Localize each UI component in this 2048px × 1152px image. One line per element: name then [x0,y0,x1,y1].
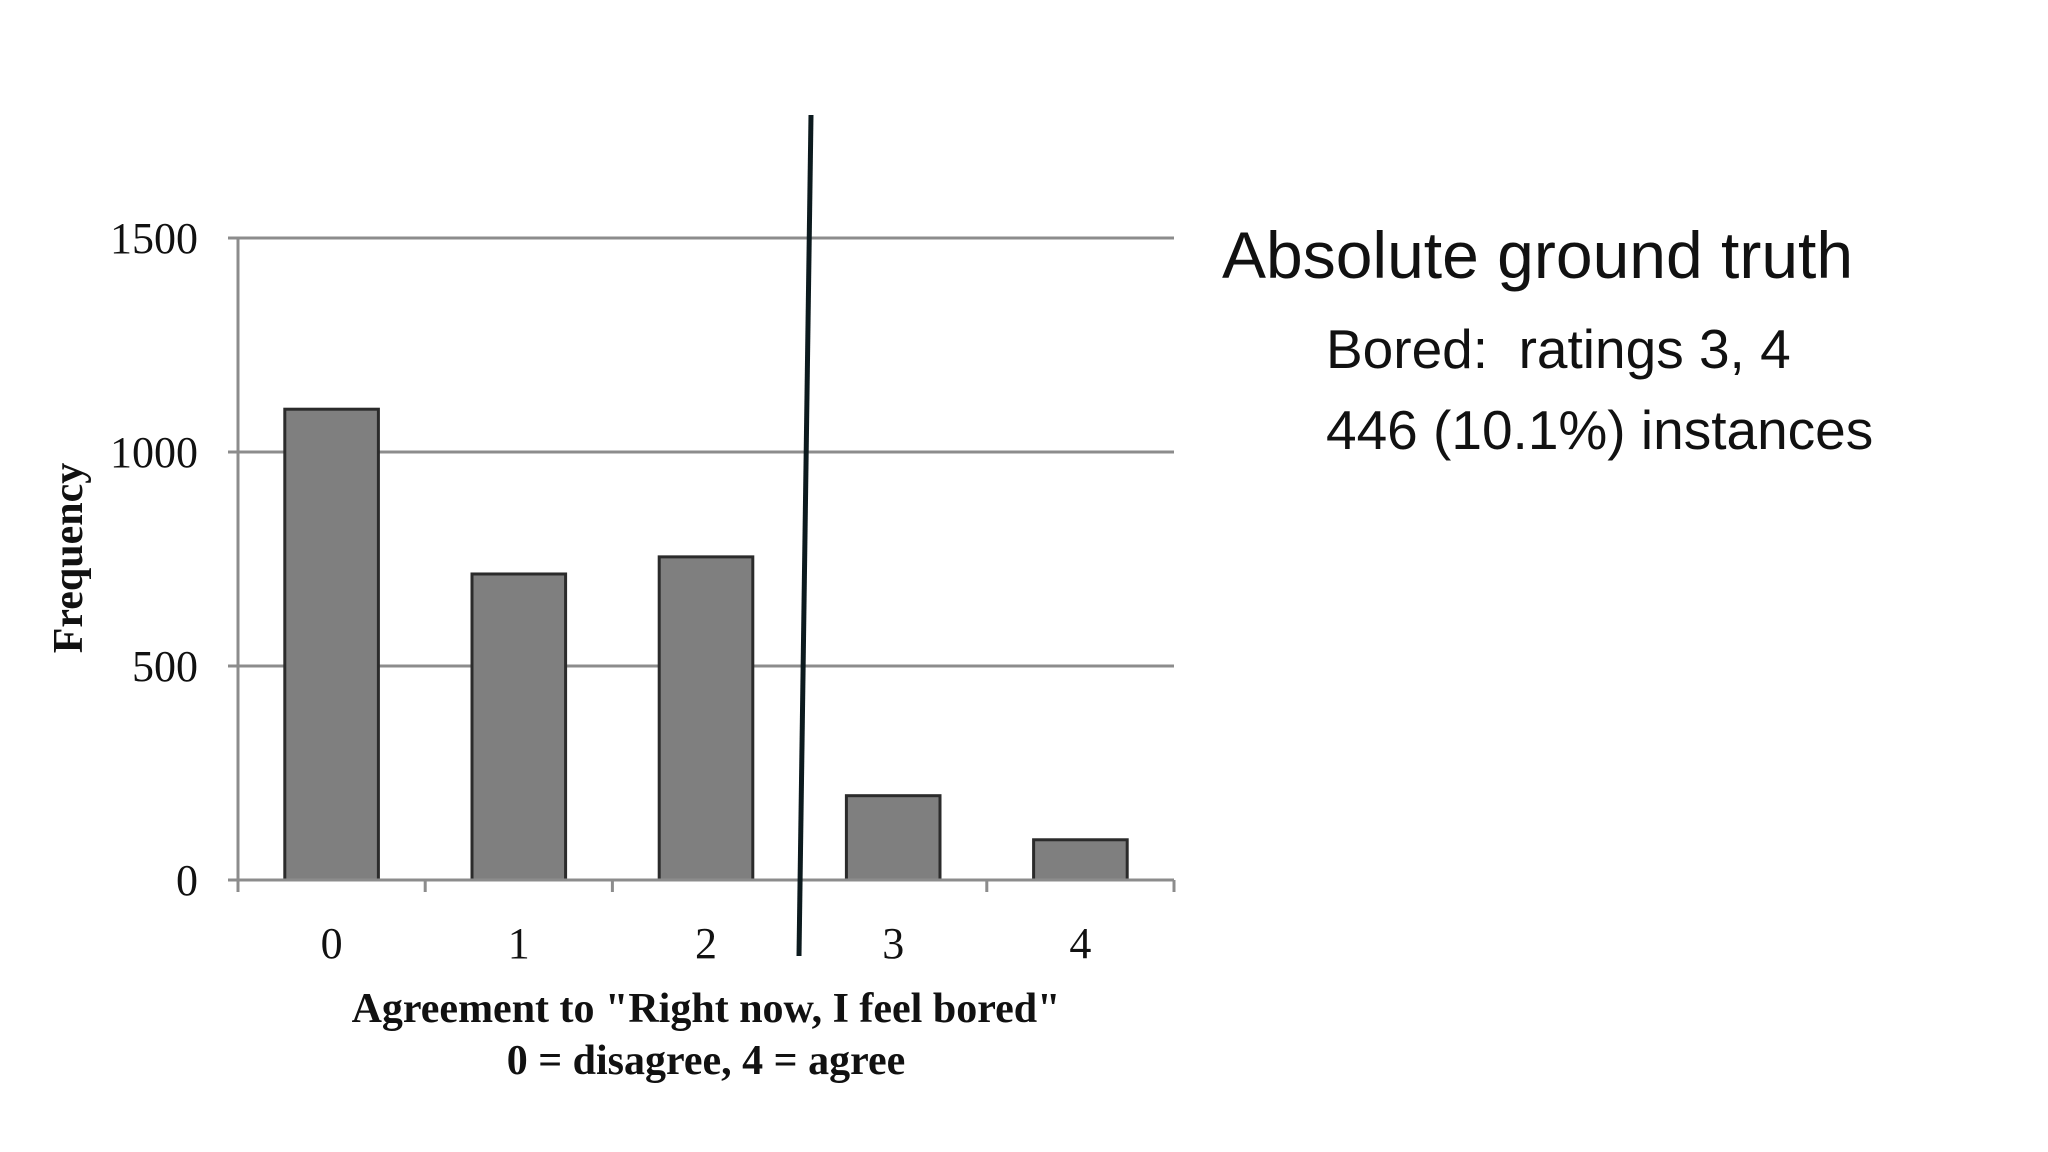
x-tick-label: 3 [882,919,904,968]
x-tick-label: 2 [695,919,717,968]
annotation-line-bored: Bored: ratings 3, 4 [1326,318,1791,380]
y-tick-label: 1000 [110,428,198,477]
x-axis-subtitle: 0 = disagree, 4 = agree [507,1038,906,1084]
y-tick-label: 0 [176,856,198,905]
bar [1032,838,1129,882]
x-axis-title: Agreement to "Right now, I feel bored" [352,986,1061,1032]
bars [283,407,1129,882]
threshold-line [796,114,814,957]
x-tick-label: 1 [508,919,530,968]
bar [844,794,942,882]
x-tick-label: 0 [321,919,343,968]
bar [470,572,568,882]
annotation-line-instances: 446 (10.1%) instances [1326,399,1874,461]
tick-labels: 0 500 1000 1500 0 1 2 3 4 [110,214,1091,968]
bar [283,407,380,882]
y-tick-label: 1500 [110,214,198,263]
y-tick-label: 500 [132,642,198,691]
annotation-block: Absolute ground truth Bored: ratings 3, … [1222,222,2022,458]
annotation-title: Absolute ground truth [1222,218,1854,292]
x-tick-label: 4 [1069,919,1091,968]
y-axis-title: Frequency [46,463,92,654]
bar [657,555,755,882]
